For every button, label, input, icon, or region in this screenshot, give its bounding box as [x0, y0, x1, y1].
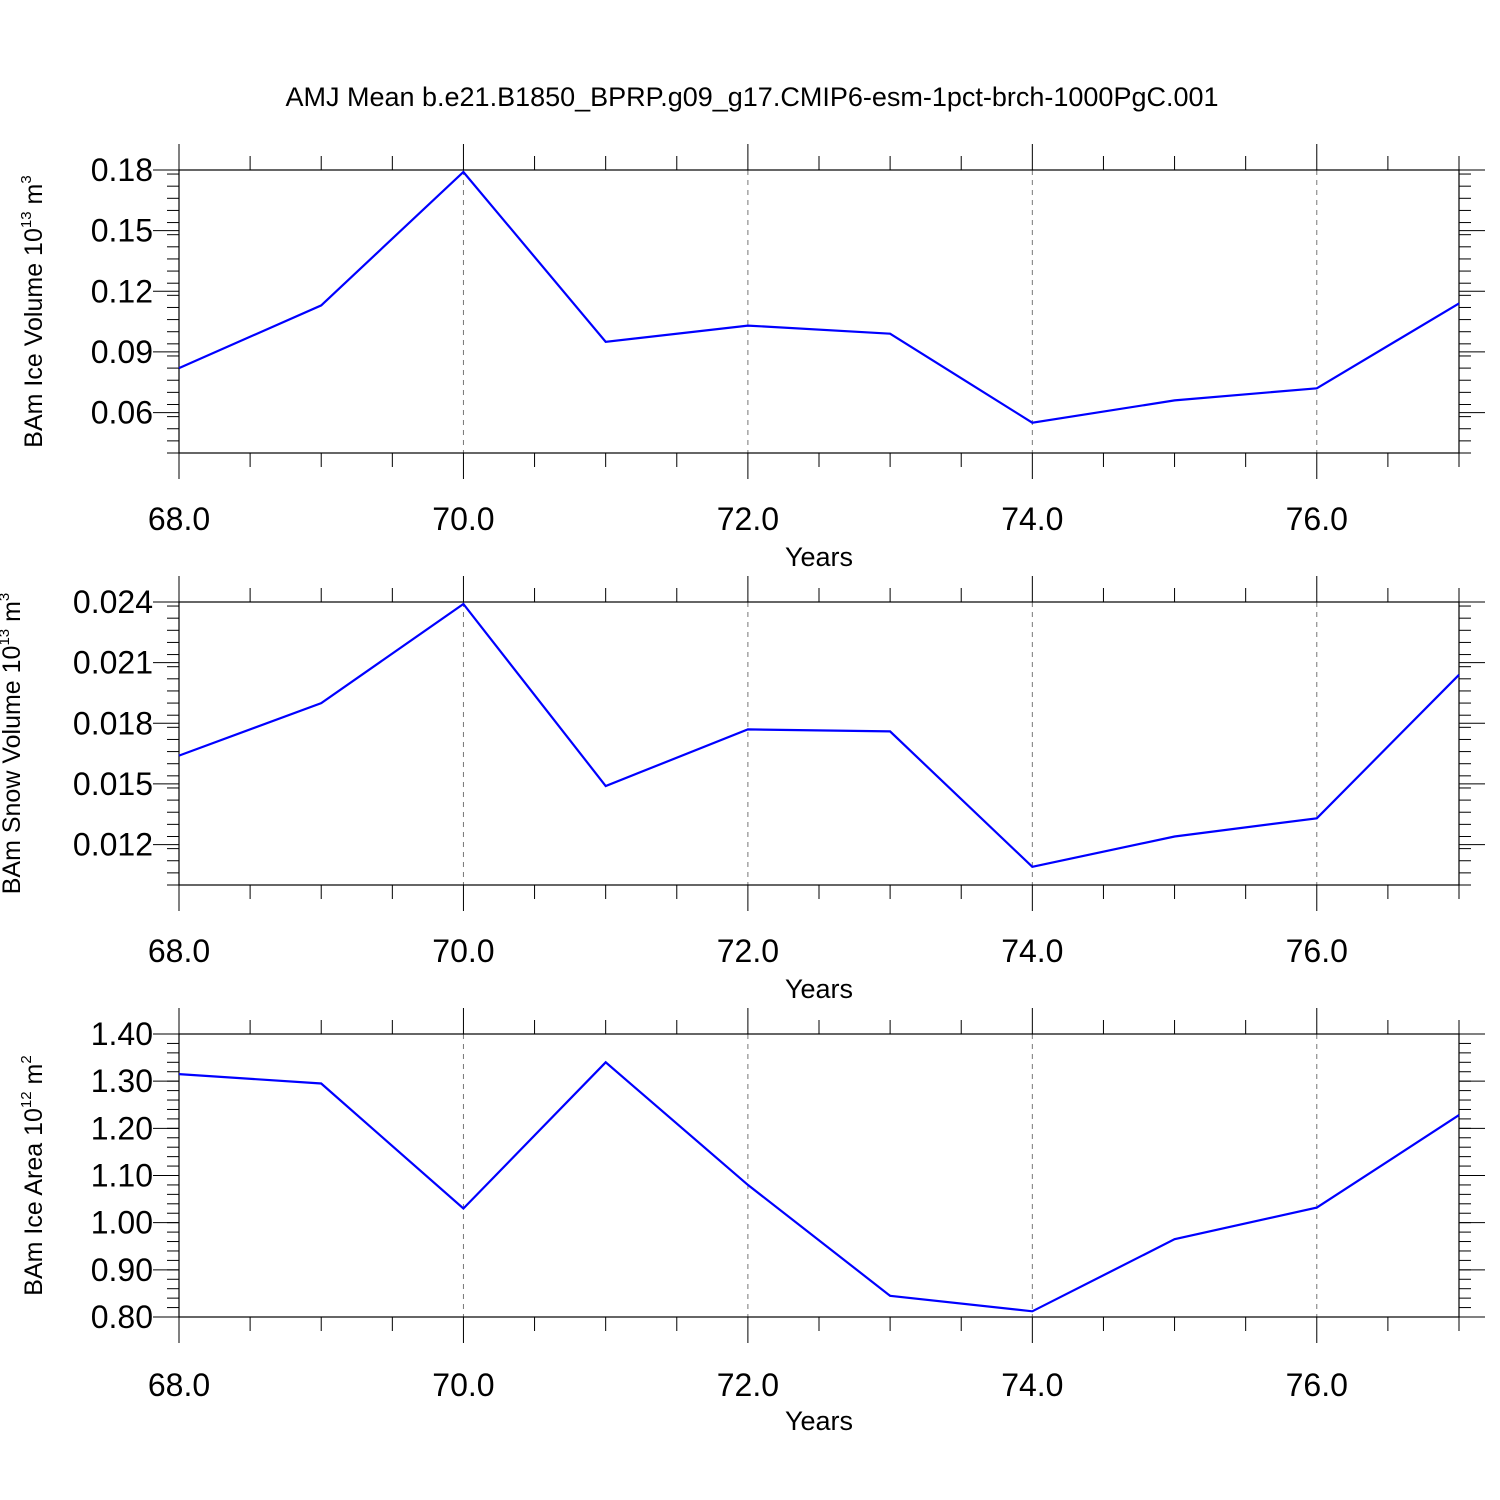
y-tick-label: 1.20 [91, 1110, 153, 1146]
y-label-text: BAm Snow Volume 10 [0, 646, 26, 895]
series-line [178, 170, 1460, 424]
y-tick-label: 1.00 [91, 1205, 153, 1241]
y-label-unit-exponent: 3 [0, 593, 13, 601]
y-label-unit: m [0, 601, 26, 629]
y-label-text: BAm Ice Area 10 [20, 1108, 48, 1296]
x-axis-label: Years [785, 974, 853, 1004]
x-tick-label: 70.0 [432, 933, 494, 969]
x-tick-label: 72.0 [717, 933, 779, 969]
x-tick-label: 72.0 [717, 501, 779, 537]
x-axis-label: Years [785, 1406, 853, 1436]
y-label-unit-exponent: 3 [18, 175, 35, 183]
x-tick-label: 76.0 [1286, 501, 1348, 537]
y-label-exponent: 12 [18, 1091, 35, 1108]
y-label-unit: m [20, 184, 48, 212]
y-axis-label: BAm Ice Area 1012 m2 [18, 1055, 48, 1295]
plot-frame [178, 1033, 1460, 1318]
series-line [178, 1060, 1460, 1313]
x-tick-label: 74.0 [1001, 1367, 1063, 1403]
plot-frame [178, 601, 1460, 886]
y-tick-label: 0.80 [91, 1299, 153, 1335]
y-tick-label: 1.10 [91, 1158, 153, 1194]
y-label-exponent: 13 [18, 211, 35, 228]
y-tick-label: 1.40 [91, 1016, 153, 1052]
y-axis-label: BAm Ice Volume 1013 m3 [18, 175, 48, 447]
x-tick-label: 68.0 [148, 1367, 210, 1403]
y-label-text: BAm Ice Volume 10 [20, 228, 48, 448]
figure-title: AMJ Mean b.e21.B1850_BPRP.g09_g17.CMIP6-… [285, 82, 1218, 112]
y-tick-label: 0.018 [73, 705, 153, 741]
y-label-unit-exponent: 2 [18, 1055, 35, 1063]
y-tick-label: 0.09 [91, 334, 153, 370]
y-tick-label: 0.06 [91, 395, 153, 431]
x-tick-label: 76.0 [1286, 1367, 1348, 1403]
y-tick-label: 0.90 [91, 1252, 153, 1288]
y-tick-label: 0.012 [73, 827, 153, 863]
panel-1: 68.0 70.0 72.0 74.0 76.0 0.06 0.09 0.12 0.15 0.18… [18, 144, 1485, 572]
x-tick-label: 76.0 [1286, 933, 1348, 969]
y-tick-label: 0.18 [91, 152, 153, 188]
series-line [178, 602, 1460, 868]
x-tick-label: 70.0 [432, 1367, 494, 1403]
y-tick-label: 0.015 [73, 766, 153, 802]
x-tick-label: 74.0 [1001, 933, 1063, 969]
x-tick-label: 68.0 [148, 933, 210, 969]
y-tick-label: 0.021 [73, 645, 153, 681]
panel-3: 68.0 70.0 72.0 74.0 76.0 0.80 0.90 1.00 1.10 1.20… [18, 1008, 1485, 1436]
plot-frame [178, 169, 1460, 454]
x-tick-label: 70.0 [432, 501, 494, 537]
y-label-unit: m [20, 1064, 48, 1092]
y-tick-label: 0.12 [91, 273, 153, 309]
x-tick-label: 68.0 [148, 501, 210, 537]
x-axis-label: Years [785, 542, 853, 572]
y-tick-label: 0.15 [91, 213, 153, 249]
y-label-exponent: 13 [0, 629, 13, 646]
x-tick-label: 72.0 [717, 1367, 779, 1403]
panel-2: 68.0 70.0 72.0 74.0 76.0 0.012 0.015 0.018 0.021… [0, 576, 1485, 1004]
x-tick-label: 74.0 [1001, 501, 1063, 537]
y-tick-label: 1.30 [91, 1063, 153, 1099]
y-tick-label: 0.024 [73, 584, 153, 620]
y-axis-label: BAm Snow Volume 1013 m3 [0, 593, 26, 895]
